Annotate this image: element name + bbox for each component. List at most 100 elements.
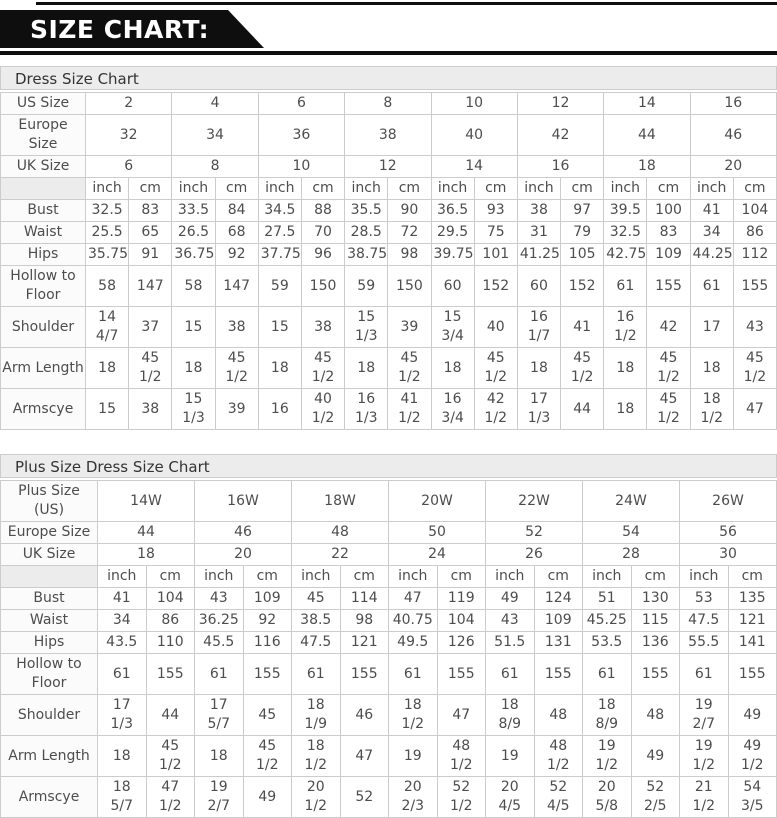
- size-value-cell: 18: [97, 543, 195, 566]
- measure-value-cell: 33.5: [171, 199, 216, 222]
- measure-value-cell: 58: [84, 265, 130, 307]
- size-value-cell: 24W: [582, 480, 680, 522]
- measure-value-cell: 41: [560, 306, 605, 348]
- row-label: Arm Length: [0, 347, 86, 389]
- measure-value-cell: 17 5/7: [194, 694, 244, 736]
- measure-value-cell: 155: [646, 265, 691, 307]
- unit-inch-cell: inch: [582, 565, 632, 588]
- measure-value-cell: 19: [485, 735, 535, 777]
- size-value-cell: 8: [171, 155, 259, 178]
- measure-value-cell: 19 1/2: [679, 735, 729, 777]
- measure-value-cell: 20 4/5: [485, 776, 535, 818]
- measure-value-cell: 109: [646, 243, 691, 266]
- page-title: SIZE CHART:: [30, 14, 210, 44]
- unit-inch-cell: inch: [194, 565, 244, 588]
- measure-value-cell: 19 1/2: [582, 735, 632, 777]
- measure-value-cell: 43: [732, 306, 777, 348]
- measure-value-cell: 34.5: [257, 199, 302, 222]
- size-value-cell: 16: [689, 92, 777, 115]
- row-label: Hips: [0, 243, 86, 266]
- measure-value-cell: 18 1/2: [689, 388, 734, 430]
- size-value-cell: 22: [291, 543, 389, 566]
- measure-value-cell: 38.5: [291, 609, 341, 632]
- measure-value-cell: 16 3/4: [430, 388, 475, 430]
- measure-value-cell: 155: [630, 653, 680, 695]
- measure-value-cell: 59: [257, 265, 302, 307]
- dress-size-chart-title: Dress Size Chart: [0, 66, 777, 90]
- unit-inch-cell: inch: [516, 177, 562, 200]
- measure-value-cell: 45 1/2: [732, 347, 777, 389]
- measure-row: Waist 34 86 36.25 92 38.5 98 40.75 104 43 109 45.25…: [0, 609, 777, 632]
- measure-value-cell: 88: [300, 199, 346, 222]
- measure-value-cell: 44.25: [689, 243, 734, 266]
- measure-row: Shoulder 17 1/3 44 17 5/7 45 18 1/9 46 18 1/2 47…: [0, 694, 777, 736]
- measure-value-cell: 15: [84, 388, 130, 430]
- measure-value-cell: 84: [214, 199, 259, 222]
- unit-cm-cell: cm: [128, 177, 173, 200]
- measure-value-cell: 41.25: [516, 243, 562, 266]
- measure-row: Hips 43.5 110 45.5 116 47.5 121 49.5 126 51.5 131 5…: [0, 631, 777, 654]
- unit-cm-cell: cm: [145, 565, 195, 588]
- size-value-cell: 44: [97, 521, 195, 544]
- measure-value-cell: 16: [257, 388, 302, 430]
- unit-cm-cell: cm: [533, 565, 583, 588]
- measure-value-cell: 150: [300, 265, 346, 307]
- size-value-cell: 10: [430, 92, 518, 115]
- measure-value-cell: 150: [387, 265, 432, 307]
- measure-value-cell: 16 1/3: [344, 388, 389, 430]
- measure-value-cell: 61: [194, 653, 244, 695]
- unit-cm-cell: cm: [339, 565, 389, 588]
- measure-value-cell: 29.5: [430, 221, 475, 244]
- size-value-cell: 28: [582, 543, 680, 566]
- measure-value-cell: 155: [533, 653, 583, 695]
- measure-value-cell: 114: [339, 587, 389, 610]
- size-value-cell: 18: [603, 155, 691, 178]
- size-value-cell: 8: [344, 92, 432, 115]
- measure-value-cell: 38.75: [344, 243, 389, 266]
- measure-value-cell: 42: [646, 306, 691, 348]
- measure-value-cell: 104: [732, 199, 777, 222]
- row-label: UK Size: [0, 155, 86, 178]
- unit-inch-cell: inch: [171, 177, 216, 200]
- measure-row: Armscye 15 38 15 1/3 39 16 40 1/2 16 1/3 41 1/2 1…: [0, 388, 777, 430]
- measure-value-cell: 18: [689, 347, 734, 389]
- measure-value-cell: 104: [145, 587, 195, 610]
- size-value-cell: 46: [194, 521, 292, 544]
- measure-value-cell: 45 1/2: [560, 347, 605, 389]
- measure-value-cell: 101: [473, 243, 518, 266]
- measure-value-cell: 18: [603, 347, 648, 389]
- measure-value-cell: 43.5: [97, 631, 147, 654]
- size-value-cell: 14: [430, 155, 518, 178]
- unit-cm-cell: cm: [630, 565, 680, 588]
- unit-inch-cell: inch: [84, 177, 130, 200]
- measure-value-cell: 20 2/3: [388, 776, 438, 818]
- measure-value-cell: 47: [388, 587, 438, 610]
- measure-value-cell: 19 2/7: [194, 776, 244, 818]
- measure-value-cell: 18: [516, 347, 562, 389]
- measure-value-cell: 21 1/2: [679, 776, 729, 818]
- size-value-cell: 32: [84, 114, 173, 156]
- measure-value-cell: 37: [128, 306, 173, 348]
- measure-value-cell: 54 3/5: [727, 776, 777, 818]
- measure-value-cell: 83: [128, 199, 173, 222]
- measure-value-cell: 16 1/2: [603, 306, 648, 348]
- size-row: Europe Size 44 46 48 50 52 54 56: [0, 521, 777, 544]
- unit-inch-cell: inch: [97, 565, 147, 588]
- unit-row: inch cm inch cm inch cm inch cm inch cm inch cm inch…: [0, 177, 777, 200]
- unit-cm-cell: cm: [387, 177, 432, 200]
- measure-value-cell: 51: [582, 587, 632, 610]
- measure-value-cell: 34: [97, 609, 147, 632]
- measure-value-cell: 61: [582, 653, 632, 695]
- measure-value-cell: 39.75: [430, 243, 475, 266]
- measure-value-cell: 121: [727, 609, 777, 632]
- measure-value-cell: 20 1/2: [291, 776, 341, 818]
- unit-cm-cell: cm: [646, 177, 691, 200]
- unit-inch-cell: inch: [291, 565, 341, 588]
- row-label: US Size: [0, 92, 86, 115]
- measure-value-cell: 52 2/5: [630, 776, 680, 818]
- measure-value-cell: 26.5: [171, 221, 216, 244]
- size-value-cell: 44: [603, 114, 691, 156]
- size-value-cell: 10: [257, 155, 346, 178]
- measure-row: Hollow to Floor 58 147 58 147 59 150 59 150 60 152…: [0, 265, 777, 307]
- size-value-cell: 16: [516, 155, 605, 178]
